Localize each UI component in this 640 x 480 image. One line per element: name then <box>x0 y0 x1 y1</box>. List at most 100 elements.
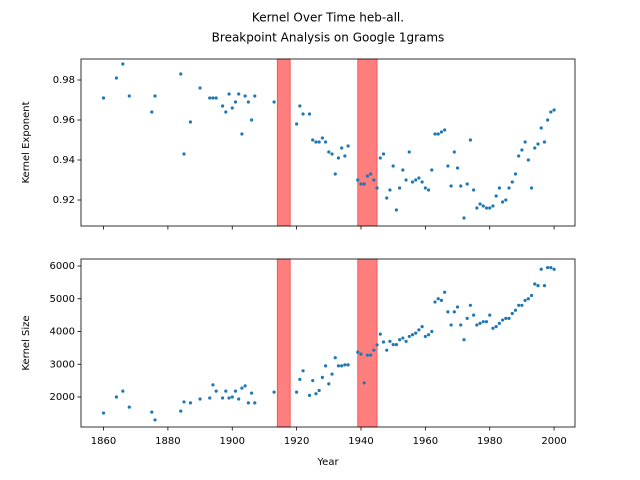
data-point <box>504 198 508 202</box>
data-point <box>401 336 405 340</box>
x-axis-label: Year <box>316 457 339 468</box>
data-point <box>449 323 453 327</box>
data-point <box>478 202 482 206</box>
data-point <box>539 126 543 130</box>
data-point <box>343 363 347 367</box>
data-point <box>311 379 315 383</box>
data-point <box>243 384 247 388</box>
axes-frame <box>80 258 576 428</box>
data-point <box>507 186 511 190</box>
data-point <box>307 112 312 116</box>
data-point <box>333 172 337 176</box>
data-point <box>298 377 302 381</box>
data-point <box>320 136 324 140</box>
x-tick-label: 1860 <box>91 436 116 447</box>
data-point <box>153 94 157 98</box>
data-point <box>455 305 460 309</box>
data-point <box>443 290 447 294</box>
data-point <box>230 106 234 110</box>
y-axis-label: Kernel Exponent <box>21 101 32 183</box>
data-point <box>410 180 415 184</box>
data-point <box>443 128 447 132</box>
data-point <box>488 206 492 210</box>
data-point <box>369 172 373 176</box>
data-point <box>314 392 318 396</box>
x-tick-label: 1960 <box>413 436 438 447</box>
y-tick-label: 2000 <box>50 392 75 403</box>
data-point <box>127 94 131 98</box>
data-point <box>246 401 250 405</box>
data-point <box>249 391 254 395</box>
y-tick-label: 5000 <box>50 294 75 305</box>
data-point <box>465 182 469 186</box>
data-point <box>249 118 254 122</box>
data-point <box>372 348 376 352</box>
data-point <box>330 372 334 376</box>
data-point <box>378 332 382 336</box>
data-point <box>365 353 370 357</box>
data-point <box>362 381 366 385</box>
data-point <box>333 356 337 360</box>
data-point <box>346 144 350 148</box>
data-point <box>549 110 553 114</box>
data-point <box>407 334 411 339</box>
data-point <box>246 100 250 104</box>
data-point <box>398 338 402 342</box>
data-point <box>317 140 321 144</box>
data-point <box>375 343 379 347</box>
data-point <box>475 206 479 210</box>
data-point <box>381 340 386 344</box>
breakpoint-span <box>357 258 378 428</box>
data-point <box>272 100 276 104</box>
data-point <box>414 331 418 335</box>
data-point <box>507 316 511 321</box>
data-point <box>472 188 476 192</box>
data-point <box>388 339 392 343</box>
data-point <box>359 352 363 356</box>
data-point <box>529 186 534 190</box>
data-point <box>465 316 469 321</box>
data-point <box>381 152 386 156</box>
data-point <box>182 400 186 404</box>
y-tick-label: 0.96 <box>53 115 75 126</box>
data-point <box>298 104 302 108</box>
data-point <box>253 94 257 98</box>
data-point <box>497 186 501 190</box>
data-point <box>494 194 498 198</box>
y-tick-label: 4000 <box>50 327 75 338</box>
data-point <box>301 369 305 373</box>
data-point <box>446 164 450 168</box>
data-point <box>455 166 460 170</box>
data-point <box>346 363 350 367</box>
y-axis-label: Kernel Size <box>21 315 32 370</box>
data-point <box>491 204 495 208</box>
data-point <box>497 321 501 325</box>
data-point <box>224 110 228 114</box>
data-point <box>420 324 424 329</box>
data-point <box>436 297 440 301</box>
data-point <box>369 353 373 357</box>
data-point <box>323 140 328 144</box>
data-point <box>388 188 392 192</box>
data-point <box>404 339 408 343</box>
data-point <box>407 150 411 154</box>
data-point <box>513 172 518 176</box>
data-point <box>452 310 456 314</box>
data-point <box>549 266 553 270</box>
data-point <box>233 389 238 393</box>
data-point <box>378 156 382 160</box>
data-point <box>533 282 537 286</box>
data-point <box>372 178 376 182</box>
data-point <box>484 320 489 324</box>
data-point <box>127 405 131 409</box>
data-point <box>517 154 521 158</box>
data-point <box>188 401 193 405</box>
data-point <box>533 146 537 150</box>
data-point <box>243 94 247 98</box>
data-point <box>414 178 418 182</box>
data-point <box>475 323 479 327</box>
data-point <box>439 130 444 134</box>
data-point <box>224 389 228 393</box>
data-point <box>198 397 202 401</box>
data-point <box>343 154 347 158</box>
